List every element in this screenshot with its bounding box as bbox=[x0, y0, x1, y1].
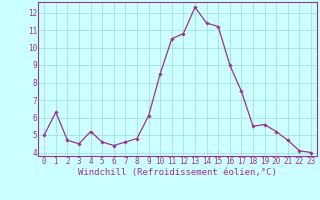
X-axis label: Windchill (Refroidissement éolien,°C): Windchill (Refroidissement éolien,°C) bbox=[78, 168, 277, 177]
